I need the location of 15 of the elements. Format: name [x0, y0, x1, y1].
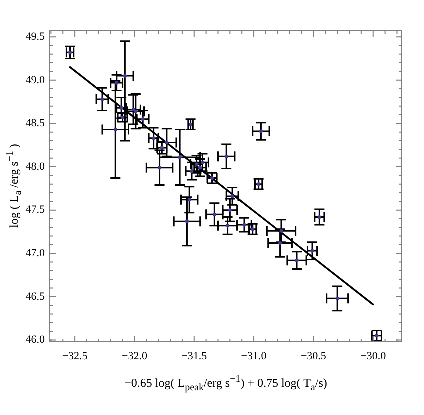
x-tick-label: −30.5 [300, 350, 327, 362]
x-axis-title: −0.65 log( L$_{peak}$/erg s$^{−1}$) + 0.75 log( T$_{a}$/s) [124, 374, 328, 394]
y-tick-label: 49.5 [26, 30, 46, 43]
y-tick-label: 47.0 [26, 248, 46, 260]
x-tick-label: −32.5 [62, 350, 88, 362]
y-tick-label: 46.0 [26, 334, 46, 346]
x-tick-label: −31.0 [241, 350, 268, 362]
y-tick-label: 48.5 [26, 118, 46, 130]
x-tick-label: −30.0 [360, 350, 387, 362]
y-tick-label: 48.0 [26, 160, 46, 173]
x-tick-label: −32.0 [122, 350, 148, 362]
y-tick-label: 46.5 [26, 290, 46, 303]
x-tick-label: −31.5 [182, 350, 208, 362]
y-tick-label: 47.5 [26, 204, 46, 216]
y-tick-label: 49.0 [26, 74, 46, 86]
